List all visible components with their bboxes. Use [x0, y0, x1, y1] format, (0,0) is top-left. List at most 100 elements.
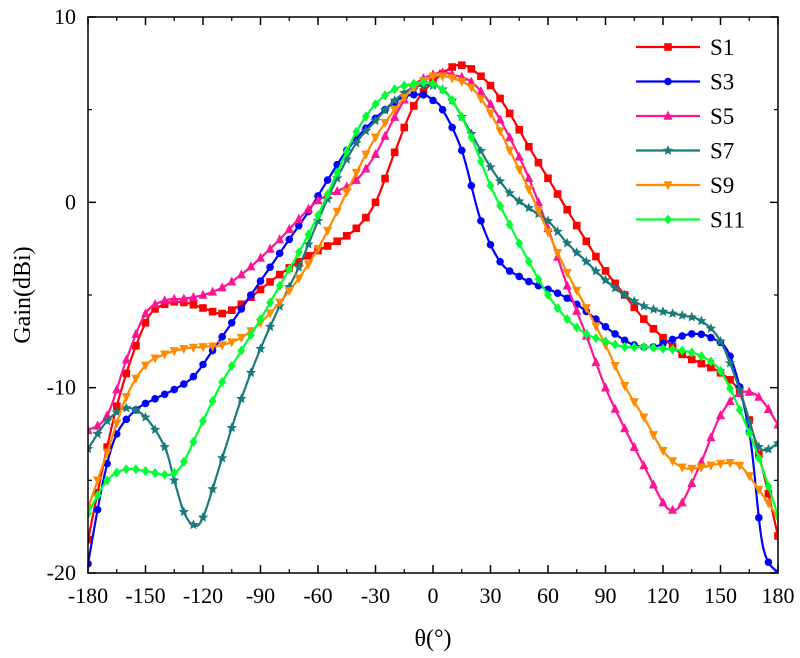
data-point-s9 — [332, 207, 342, 217]
data-point-s5 — [188, 291, 198, 302]
data-point-s3 — [199, 360, 207, 369]
legend-marker — [664, 43, 672, 51]
data-point-s9 — [648, 431, 658, 441]
x-tick-label: 30 — [480, 583, 502, 608]
data-point-s1 — [649, 325, 658, 333]
data-point-s7 — [676, 309, 688, 320]
legend-item-s7: S7 — [636, 139, 734, 164]
data-point-s5 — [351, 174, 361, 184]
data-point-s5 — [313, 195, 323, 205]
data-point-s11 — [601, 336, 610, 347]
data-point-s11 — [381, 90, 389, 101]
legend-marker — [663, 110, 673, 120]
data-point-s5 — [629, 441, 639, 452]
data-point-s5 — [687, 478, 697, 488]
data-point-s9 — [524, 185, 534, 195]
data-point-s5 — [198, 289, 208, 299]
data-point-s3 — [601, 322, 610, 331]
data-point-s5 — [668, 504, 678, 514]
data-point-s1 — [122, 369, 131, 378]
data-point-s5 — [773, 419, 778, 429]
data-point-s9 — [303, 260, 313, 270]
data-point-s5 — [121, 354, 131, 364]
data-point-s9 — [169, 347, 179, 357]
x-tick-label: 90 — [595, 583, 617, 608]
data-point-s9 — [188, 343, 198, 353]
data-point-s7 — [667, 308, 678, 318]
data-point-s9 — [140, 361, 151, 371]
data-point-s3 — [707, 333, 715, 342]
data-point-s7 — [763, 443, 774, 454]
data-point-s9 — [294, 274, 304, 284]
data-point-s9 — [179, 344, 189, 355]
data-point-s5 — [658, 497, 668, 507]
data-point-s5 — [706, 432, 716, 442]
data-point-s7 — [475, 145, 487, 156]
data-point-s1 — [323, 242, 332, 250]
data-point-s11 — [371, 99, 380, 110]
data-point-s5 — [610, 403, 620, 413]
data-point-s1 — [601, 267, 610, 275]
data-point-s1 — [515, 126, 524, 134]
data-point-s9 — [227, 338, 237, 348]
data-point-s1 — [218, 309, 226, 318]
data-point-s11 — [659, 343, 667, 354]
data-point-s9 — [581, 304, 591, 314]
data-point-s5 — [505, 132, 515, 142]
data-point-s11 — [620, 341, 629, 352]
data-point-s5 — [524, 172, 534, 183]
x-tick-label: -90 — [246, 583, 275, 608]
data-point-s11 — [323, 189, 332, 200]
data-point-s1 — [227, 306, 236, 314]
data-point-s1 — [362, 213, 370, 222]
data-point-s11 — [611, 339, 619, 350]
data-point-s9 — [763, 499, 773, 509]
data-point-s11 — [697, 351, 706, 362]
data-point-s11 — [218, 377, 227, 388]
data-point-s11 — [774, 510, 778, 521]
legend-item-s11: S11 — [636, 208, 745, 233]
data-point-s9 — [668, 457, 678, 467]
y-tick-label: 0 — [65, 189, 76, 214]
data-point-s3 — [285, 235, 294, 244]
data-point-s1 — [630, 303, 639, 312]
data-point-s11 — [687, 347, 696, 358]
data-point-s1 — [189, 300, 198, 309]
data-point-s1 — [496, 94, 504, 103]
data-point-s1 — [534, 158, 543, 167]
data-point-s11 — [400, 80, 409, 91]
data-point-s11 — [419, 77, 428, 88]
data-point-s1 — [141, 318, 150, 327]
data-point-s9 — [715, 459, 726, 469]
data-point-s11 — [122, 464, 131, 475]
data-point-s1 — [342, 232, 351, 240]
data-point-s1 — [304, 252, 313, 260]
data-point-s5 — [485, 98, 496, 108]
data-point-s9 — [131, 374, 141, 384]
data-point-s7 — [542, 215, 554, 226]
data-point-s11 — [505, 219, 514, 230]
data-point-s11 — [457, 111, 466, 123]
x-tick-label: -30 — [361, 583, 390, 608]
data-point-s3 — [256, 277, 265, 285]
data-point-s11 — [486, 180, 495, 191]
legend-marker — [664, 214, 672, 225]
data-point-s3 — [237, 305, 246, 313]
x-tick-label: -60 — [303, 583, 332, 608]
data-point-s5 — [236, 269, 246, 279]
x-tick-label: 120 — [647, 583, 680, 608]
data-point-s3 — [160, 390, 169, 399]
data-point-s11 — [151, 467, 159, 479]
data-point-s11 — [294, 247, 303, 258]
data-point-s5 — [275, 234, 285, 244]
data-point-s9 — [265, 309, 275, 319]
data-point-s1 — [400, 123, 409, 132]
data-point-s7 — [303, 238, 314, 249]
data-point-s9 — [744, 472, 754, 482]
data-point-s9 — [543, 228, 553, 238]
data-point-s3 — [189, 372, 198, 381]
data-point-s11 — [237, 345, 246, 356]
data-point-s1 — [640, 315, 648, 323]
data-point-s9 — [553, 249, 563, 259]
